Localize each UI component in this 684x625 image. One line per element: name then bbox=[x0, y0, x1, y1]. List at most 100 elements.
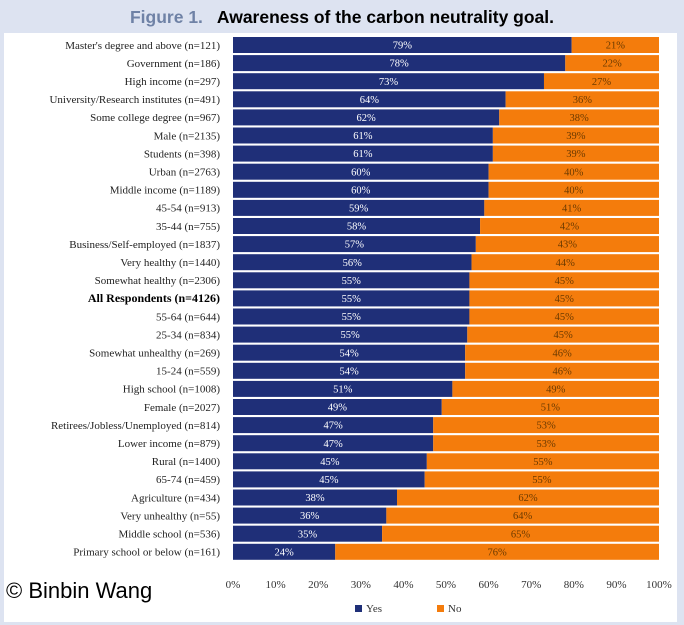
category-label-agriculture: Agriculture (n=434) bbox=[131, 492, 220, 504]
bar-yes-middle-income bbox=[233, 181, 489, 198]
bar-yes-middle-school bbox=[233, 525, 383, 542]
label-yes-very-healthy: 56% bbox=[343, 258, 363, 269]
bar-no-primary-school-or-below bbox=[335, 543, 659, 560]
bar-yes-all-respondents bbox=[233, 290, 470, 307]
label-yes-somewhat-healthy: 55% bbox=[342, 276, 362, 287]
label-yes-15-24: 54% bbox=[339, 366, 359, 377]
label-yes-somewhat-unhealthy: 54% bbox=[339, 348, 359, 359]
label-no-female: 51% bbox=[541, 403, 561, 414]
bar-no-high-school bbox=[452, 380, 659, 397]
bar-no-retirees-jobless-unemployed bbox=[433, 417, 659, 434]
label-no-urban: 40% bbox=[564, 167, 584, 178]
bar-no-high-income bbox=[543, 73, 659, 90]
bar-yes-students bbox=[233, 145, 493, 162]
x-tick-label-8: 80% bbox=[564, 579, 584, 591]
label-yes-rural: 45% bbox=[320, 457, 340, 468]
bar-no-rural bbox=[426, 453, 659, 470]
legend-label-no: No bbox=[448, 603, 462, 615]
bar-yes-government bbox=[233, 55, 566, 72]
copyright-credit: © Binbin Wang bbox=[6, 578, 153, 603]
label-no-somewhat-unhealthy: 46% bbox=[552, 348, 572, 359]
x-tick-label-3: 30% bbox=[351, 579, 371, 591]
x-tick-label-0: 0% bbox=[226, 579, 241, 591]
label-yes-master-s-degree-and-above: 79% bbox=[393, 41, 413, 52]
bar-no-female bbox=[441, 399, 659, 415]
bar-no-somewhat-unhealthy bbox=[465, 344, 659, 361]
bar-no-middle-school bbox=[382, 525, 659, 542]
label-no-35-44: 42% bbox=[560, 222, 580, 233]
bar-no-very-unhealthy bbox=[386, 507, 659, 524]
x-tick-label-10: 100% bbox=[646, 579, 672, 591]
bar-yes-rural bbox=[233, 453, 427, 470]
bar-no-somewhat-healthy bbox=[469, 272, 659, 289]
label-no-25-34: 45% bbox=[554, 330, 574, 341]
bar-yes-master-s-degree-and-above bbox=[233, 37, 572, 53]
bar-yes-25-34 bbox=[233, 326, 468, 343]
bar-no-65-74 bbox=[424, 471, 659, 488]
label-no-65-74: 55% bbox=[532, 475, 552, 486]
category-label-government: Government (n=186) bbox=[127, 58, 221, 70]
category-label-lower-income: Lower income (n=879) bbox=[118, 438, 220, 450]
bar-yes-university-research-institutes bbox=[233, 91, 506, 108]
x-tick-label-1: 10% bbox=[266, 579, 286, 591]
label-yes-retirees-jobless-unemployed: 47% bbox=[323, 421, 343, 432]
label-yes-lower-income: 47% bbox=[323, 439, 343, 450]
bar-no-agriculture bbox=[397, 489, 659, 506]
label-yes-female: 49% bbox=[328, 403, 348, 414]
label-no-male: 39% bbox=[566, 131, 586, 142]
bar-yes-high-school bbox=[233, 380, 453, 397]
label-no-agriculture: 62% bbox=[518, 493, 538, 504]
bar-yes-somewhat-unhealthy bbox=[233, 344, 466, 361]
bar-no-urban bbox=[488, 163, 659, 180]
label-no-students: 39% bbox=[566, 149, 586, 160]
label-yes-high-school: 51% bbox=[333, 385, 353, 396]
bar-no-university-research-institutes bbox=[505, 91, 659, 108]
bar-no-15-24 bbox=[465, 362, 659, 379]
label-no-45-54: 41% bbox=[562, 204, 582, 215]
bar-yes-45-54 bbox=[233, 199, 485, 216]
category-label-somewhat-healthy: Somewhat healthy (n=2306) bbox=[95, 275, 221, 287]
category-label-65-74: 65-74 (n=459) bbox=[156, 474, 220, 486]
category-label-retirees-jobless-unemployed: Retirees/Jobless/Unemployed (n=814) bbox=[51, 420, 220, 432]
bar-no-55-64 bbox=[469, 308, 659, 325]
category-labels: Master's degree and above (n=121) Governm… bbox=[49, 40, 220, 559]
category-label-high-income: High income (n=297) bbox=[125, 76, 221, 88]
bar-yes-urban bbox=[233, 163, 489, 180]
legend-label-yes: Yes bbox=[366, 603, 382, 615]
x-tick-label-6: 60% bbox=[479, 579, 499, 591]
label-yes-high-income: 73% bbox=[379, 77, 399, 88]
label-no-some-college-degree: 38% bbox=[570, 113, 590, 124]
category-label-business-self-employed: Business/Self-employed (n=1837) bbox=[69, 239, 220, 251]
label-no-middle-school: 65% bbox=[511, 529, 531, 540]
category-label-45-54: 45-54 (n=913) bbox=[156, 203, 220, 215]
bar-no-some-college-degree bbox=[499, 109, 659, 126]
figure-number: Figure 1. bbox=[129, 7, 203, 27]
figure-title-row: Figure 1. Awareness of the carbon neutra… bbox=[0, 4, 684, 30]
bar-yes-15-24 bbox=[233, 362, 466, 379]
category-label-35-44: 35-44 (n=755) bbox=[156, 221, 220, 233]
category-label-very-healthy: Very healthy (n=1440) bbox=[120, 257, 220, 269]
label-yes-agriculture: 38% bbox=[305, 493, 325, 504]
label-yes-middle-school: 35% bbox=[298, 529, 318, 540]
x-tick-label-4: 40% bbox=[393, 579, 413, 591]
label-yes-25-34: 55% bbox=[341, 330, 361, 341]
label-no-lower-income: 53% bbox=[536, 439, 556, 450]
bar-yes-high-income bbox=[233, 73, 544, 90]
category-label-university-research-institutes: University/Research institutes (n=491) bbox=[49, 94, 220, 106]
bar-yes-some-college-degree bbox=[233, 109, 500, 126]
label-no-15-24: 46% bbox=[552, 366, 572, 377]
category-label-middle-school: Middle school (n=536) bbox=[118, 529, 220, 541]
label-no-retirees-jobless-unemployed: 53% bbox=[536, 421, 556, 432]
bar-yes-35-44 bbox=[233, 218, 481, 234]
bar-yes-male bbox=[233, 127, 493, 144]
x-tick-label-5: 50% bbox=[436, 579, 456, 591]
label-yes-government: 78% bbox=[390, 59, 410, 70]
category-label-middle-income: Middle income (n=1189) bbox=[110, 185, 221, 197]
category-label-female: Female (n=2027) bbox=[144, 402, 220, 414]
bar-no-government bbox=[565, 55, 659, 72]
bar-no-lower-income bbox=[433, 435, 659, 452]
bar-no-master-s-degree-and-above bbox=[571, 37, 659, 53]
label-no-high-income: 27% bbox=[592, 77, 612, 88]
label-yes-middle-income: 60% bbox=[351, 185, 371, 196]
